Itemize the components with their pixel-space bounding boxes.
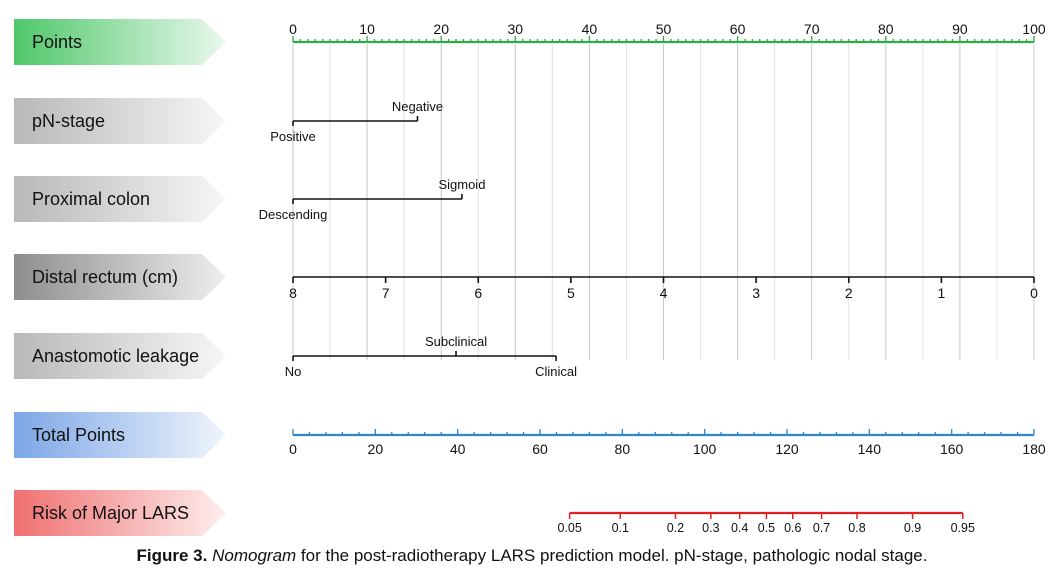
banner-shape-total-points	[14, 412, 226, 458]
caption-text: for the post-radiotherapy LARS predictio…	[296, 546, 928, 565]
tick-label-risk-of-major-lars-0-2: 0.2	[667, 521, 684, 535]
tick-label-points-60: 60	[730, 21, 746, 37]
row-label-points: Points	[32, 32, 82, 52]
row-label-anastomotic-leakage: Anastomotic leakage	[32, 346, 199, 366]
tick-label-distal-rectum-cm-8: 8	[289, 285, 297, 301]
tick-label-distal-rectum-cm-6: 6	[474, 285, 482, 301]
tick-label-risk-of-major-lars-0-5: 0.5	[758, 521, 775, 535]
row-axis-total-points: 0 20 40 60 80 100 120 140 160 180	[289, 429, 1046, 457]
tick-label-risk-of-major-lars-0-1: 0.1	[612, 521, 629, 535]
row-banner-distal-rectum-cm: Distal rectum (cm)	[14, 254, 226, 300]
tick-label-total-points-180: 180	[1022, 441, 1046, 457]
tick-label-points-0: 0	[289, 21, 297, 37]
row-banner-points: Points	[14, 19, 226, 65]
tick-label-points-40: 40	[582, 21, 598, 37]
level-label-anastomotic-leakage-no: No	[285, 364, 302, 379]
tick-label-points-30: 30	[508, 21, 524, 37]
banner-shape-anastomotic-leakage	[14, 333, 226, 379]
caption-lead: Figure 3.	[136, 546, 208, 565]
tick-label-total-points-40: 40	[450, 441, 466, 457]
tick-label-points-50: 50	[656, 21, 672, 37]
tick-label-risk-of-major-lars-0-9: 0.9	[904, 521, 921, 535]
tick-label-distal-rectum-cm-3: 3	[752, 285, 760, 301]
tick-label-distal-rectum-cm-4: 4	[660, 285, 668, 301]
row-axis-anastomotic-leakage: No Subclinical Clinical	[285, 334, 577, 379]
row-label-risk-of-major-lars: Risk of Major LARS	[32, 503, 189, 523]
tick-label-risk-of-major-lars-0-05: 0.05	[557, 521, 581, 535]
tick-label-points-10: 10	[359, 21, 375, 37]
row-label-distal-rectum-cm: Distal rectum (cm)	[32, 267, 178, 287]
row-banner-risk-of-major-lars: Risk of Major LARS	[14, 490, 226, 536]
tick-label-distal-rectum-cm-0: 0	[1030, 285, 1038, 301]
tick-label-total-points-120: 120	[775, 441, 799, 457]
row-banner-total-points: Total Points	[14, 412, 226, 458]
row-banner-proximal-colon: Proximal colon	[14, 176, 226, 222]
banner-shape-risk-of-major-lars	[14, 490, 226, 536]
tick-label-total-points-0: 0	[289, 441, 297, 457]
level-label-proximal-colon-descending: Descending	[259, 207, 328, 222]
banner-shape-proximal-colon	[14, 176, 226, 222]
row-axis-risk-of-major-lars: 0.05 0.1 0.2 0.3 0.4 0.5 0.6 0.7 0.8 0.9 0.95	[557, 511, 975, 535]
banner-shape-pn-stage	[14, 98, 226, 144]
row-axis-proximal-colon: Descending Sigmoid	[259, 177, 486, 222]
tick-label-distal-rectum-cm-2: 2	[845, 285, 853, 301]
tick-label-total-points-140: 140	[858, 441, 882, 457]
row-axis-pn-stage: Positive Negative	[270, 99, 443, 144]
level-label-anastomotic-leakage-subclinical: Subclinical	[425, 334, 487, 349]
row-axes: 0 10 20 30 40 50 60 70 80 90 100PositiveNegativeDe…	[259, 21, 1046, 535]
tick-label-risk-of-major-lars-0-8: 0.8	[848, 521, 865, 535]
tick-label-risk-of-major-lars-0-95: 0.95	[951, 521, 975, 535]
tick-label-distal-rectum-cm-1: 1	[937, 285, 945, 301]
row-banners: Points pN-stage Proximal colon Distal rectu…	[14, 19, 226, 536]
tick-label-distal-rectum-cm-7: 7	[382, 285, 390, 301]
level-label-pn-stage-positive: Positive	[270, 129, 316, 144]
nomogram-chart: Points pN-stage Proximal colon Distal rectu…	[14, 19, 1046, 536]
tick-label-risk-of-major-lars-0-3: 0.3	[702, 521, 719, 535]
level-label-pn-stage-negative: Negative	[392, 99, 443, 114]
row-label-total-points: Total Points	[32, 425, 125, 445]
tick-label-points-80: 80	[878, 21, 894, 37]
tick-label-points-100: 100	[1022, 21, 1046, 37]
row-banner-anastomotic-leakage: Anastomotic leakage	[14, 333, 226, 379]
tick-label-points-90: 90	[952, 21, 968, 37]
tick-label-total-points-160: 160	[940, 441, 964, 457]
tick-label-points-70: 70	[804, 21, 820, 37]
tick-label-risk-of-major-lars-0-4: 0.4	[731, 521, 748, 535]
tick-label-points-20: 20	[433, 21, 449, 37]
row-label-pn-stage: pN-stage	[32, 111, 105, 131]
banner-shape-distal-rectum-cm	[14, 254, 226, 300]
row-axis-distal-rectum-cm: 8 7 6 5 4 3 2 1 0	[289, 276, 1038, 301]
level-label-proximal-colon-sigmoid: Sigmoid	[438, 177, 485, 192]
caption-italic: Nomogram	[212, 546, 297, 565]
figure-caption: Figure 3. Nomogram for the post-radiothe…	[0, 546, 1064, 566]
tick-label-risk-of-major-lars-0-6: 0.6	[784, 521, 801, 535]
tick-label-total-points-80: 80	[615, 441, 631, 457]
row-axis-points: 0 10 20 30 40 50 60 70 80 90 100	[289, 21, 1046, 44]
row-banner-pn-stage: pN-stage	[14, 98, 226, 144]
row-label-proximal-colon: Proximal colon	[32, 189, 150, 209]
banner-shape-points	[14, 19, 226, 65]
tick-label-total-points-60: 60	[532, 441, 548, 457]
level-label-anastomotic-leakage-clinical: Clinical	[535, 364, 577, 379]
tick-label-total-points-100: 100	[693, 441, 717, 457]
tick-label-distal-rectum-cm-5: 5	[567, 285, 575, 301]
tick-label-total-points-20: 20	[368, 441, 384, 457]
grid-lines	[292, 44, 1035, 360]
tick-label-risk-of-major-lars-0-7: 0.7	[813, 521, 830, 535]
